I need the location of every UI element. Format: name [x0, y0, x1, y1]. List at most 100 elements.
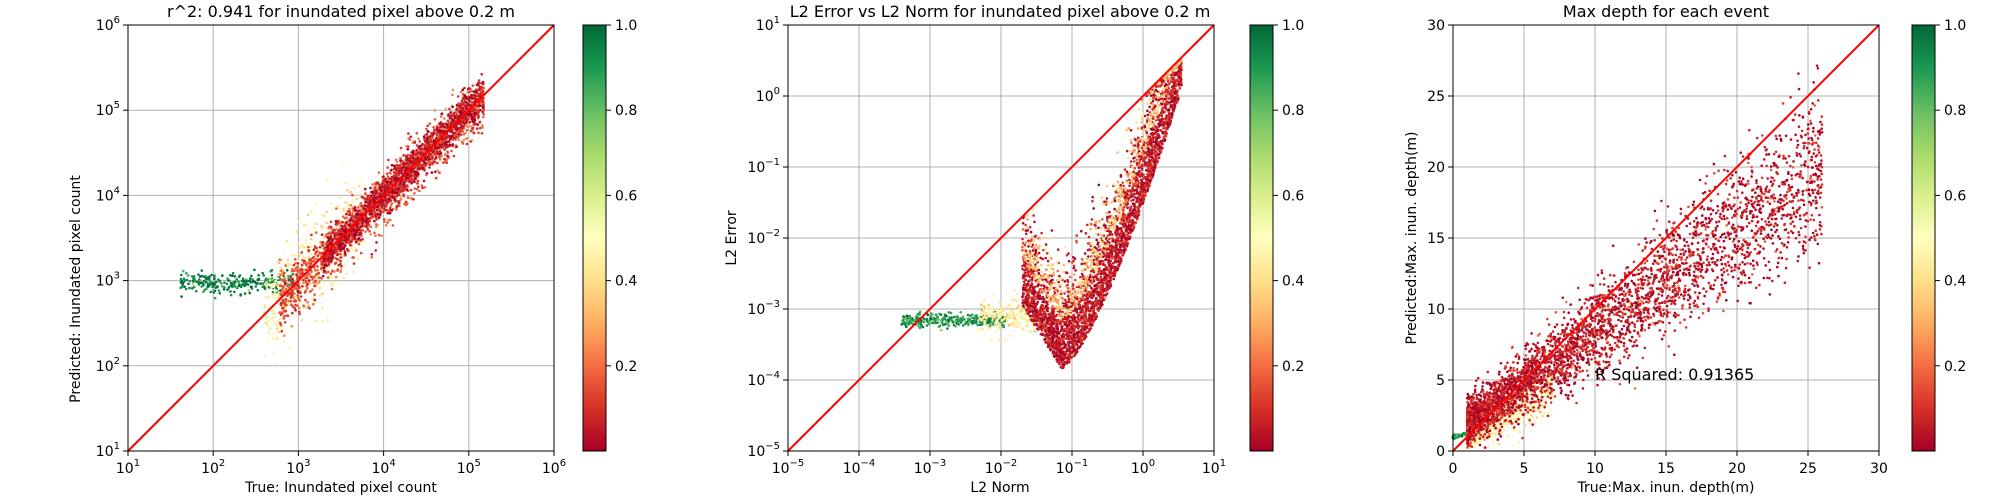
data-point: [221, 274, 224, 277]
data-point: [276, 285, 280, 289]
data-point: [434, 145, 437, 149]
data-point: [325, 210, 329, 214]
data-point: [225, 282, 229, 286]
data-point: [402, 193, 405, 196]
data-point: [412, 174, 416, 178]
data-point: [400, 169, 404, 172]
data-point: [303, 291, 307, 294]
data-point: [438, 122, 441, 126]
data-point: [424, 161, 427, 165]
data-point: [339, 252, 342, 256]
data-point: [425, 173, 428, 177]
data-point: [389, 193, 393, 196]
data-point: [310, 270, 313, 274]
data-point: [371, 210, 375, 214]
data-point: [1002, 307, 1006, 310]
data-point: [1005, 319, 1009, 322]
data-point: [193, 285, 196, 289]
data-point: [333, 206, 336, 209]
data-point: [946, 327, 949, 330]
data-point: [926, 313, 930, 317]
data-point: [279, 278, 283, 281]
data-point: [974, 314, 977, 318]
data-point: [402, 189, 405, 192]
data-point: [330, 258, 334, 262]
data-point: [482, 115, 485, 119]
data-point: [356, 226, 359, 229]
data-point: [1004, 338, 1007, 341]
data-point: [465, 137, 469, 140]
data-point: [290, 303, 293, 307]
data-point: [310, 233, 313, 237]
data-point: [231, 272, 235, 275]
data-point: [995, 319, 999, 323]
data-point: [291, 305, 295, 308]
data-point: [1016, 306, 1019, 310]
data-point: [902, 320, 906, 324]
data-point: [386, 211, 390, 215]
data-point: [460, 100, 464, 103]
data-point: [254, 285, 257, 288]
data-point: [364, 230, 367, 234]
data-point: [1166, 80, 1170, 83]
data-point: [374, 249, 378, 252]
data-point: [335, 257, 339, 261]
data-point: [477, 79, 481, 82]
data-point: [279, 313, 283, 317]
data-point: [301, 259, 304, 262]
data-point: [179, 286, 182, 290]
data-point: [467, 113, 470, 116]
data-point: [214, 280, 218, 284]
data-point: [267, 331, 271, 335]
data-point: [311, 288, 314, 292]
data-point: [360, 234, 363, 238]
data-point: [465, 96, 468, 99]
data-point: [1006, 304, 1009, 308]
data-point: [290, 324, 294, 328]
data-point: [309, 237, 313, 241]
data-point: [323, 264, 327, 267]
data-point: [279, 266, 282, 269]
data-point: [436, 150, 439, 154]
data-point: [239, 285, 243, 289]
data-point: [904, 323, 907, 327]
data-point: [420, 147, 424, 151]
data-point: [950, 316, 954, 319]
data-point: [467, 98, 470, 102]
data-point: [403, 184, 407, 187]
data-point: [1063, 280, 1067, 283]
data-point: [357, 237, 360, 241]
data-point: [438, 171, 441, 174]
scatter-points: [900, 58, 1183, 370]
data-point: [274, 279, 277, 283]
data-point: [418, 164, 422, 168]
data-point: [249, 277, 252, 280]
data-point: [988, 315, 991, 318]
data-point: [461, 142, 465, 145]
data-point: [269, 270, 273, 273]
data-point: [266, 337, 270, 341]
data-point: [304, 223, 308, 227]
data-point: [944, 319, 948, 323]
data-point: [1033, 330, 1036, 333]
data-point: [258, 282, 262, 286]
data-point: [208, 277, 211, 281]
data-point: [306, 291, 310, 295]
data-point: [382, 175, 385, 178]
data-point: [906, 314, 909, 318]
data-point: [233, 275, 237, 278]
data-point: [945, 322, 949, 325]
data-point: [304, 298, 307, 302]
data-point: [445, 143, 449, 146]
data-point: [374, 225, 378, 229]
data-point: [283, 321, 287, 324]
data-point: [281, 307, 284, 310]
data-point: [313, 258, 317, 261]
data-point: [263, 287, 267, 291]
data-point: [293, 292, 296, 296]
x-tick-label: 106: [542, 458, 566, 477]
data-point: [455, 134, 458, 137]
data-point: [324, 247, 327, 250]
data-point: [438, 129, 441, 132]
data-point: [472, 93, 476, 97]
